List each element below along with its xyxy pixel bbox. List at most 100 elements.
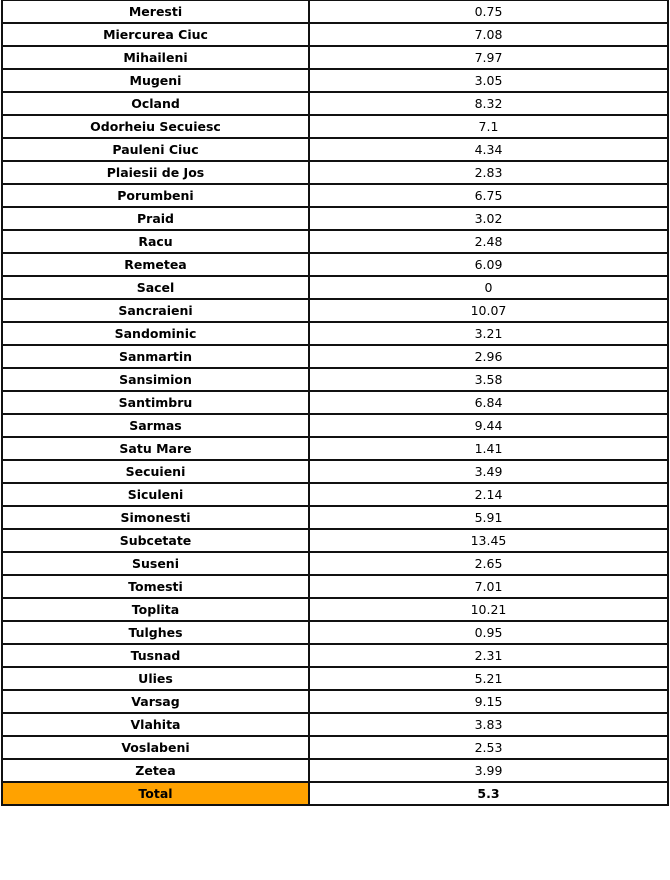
locality-name: Voslabeni — [1, 735, 310, 760]
locality-value: 13.45 — [308, 528, 669, 553]
locality-name: Racu — [1, 229, 310, 254]
locality-name: Tulghes — [1, 620, 310, 645]
locality-name: Sacel — [1, 275, 310, 300]
locality-value: 2.48 — [308, 229, 669, 254]
locality-value: 6.75 — [308, 183, 669, 208]
locality-value: 3.49 — [308, 459, 669, 484]
locality-name: Porumbeni — [1, 183, 310, 208]
locality-value: 7.1 — [308, 114, 669, 139]
locality-name: Suseni — [1, 551, 310, 576]
locality-name: Pauleni Ciuc — [1, 137, 310, 162]
locality-value: 8.32 — [308, 91, 669, 116]
table-row: Varsag 9.15 — [1, 689, 669, 714]
locality-name: Secuieni — [1, 459, 310, 484]
locality-name: Plaiesii de Jos — [1, 160, 310, 185]
locality-name: Sanmartin — [1, 344, 310, 369]
locality-value: 2.31 — [308, 643, 669, 668]
locality-name: Praid — [1, 206, 310, 231]
locality-name: Tomesti — [1, 574, 310, 599]
locality-name: Siculeni — [1, 482, 310, 507]
table-row: Racu 2.48 — [1, 229, 669, 254]
locality-name: Varsag — [1, 689, 310, 714]
total-label: Total — [1, 781, 310, 806]
table-row: Subcetate 13.45 — [1, 528, 669, 553]
locality-name: Simonesti — [1, 505, 310, 530]
locality-value: 10.21 — [308, 597, 669, 622]
locality-name: Zetea — [1, 758, 310, 783]
locality-name: Sandominic — [1, 321, 310, 346]
table-row: Sandominic 3.21 — [1, 321, 669, 346]
table-row: Ocland 8.32 — [1, 91, 669, 116]
locality-name: Subcetate — [1, 528, 310, 553]
locality-value: 2.96 — [308, 344, 669, 369]
locality-name: Odorheiu Secuiesc — [1, 114, 310, 139]
table-row: Meresti 0.75 — [1, 0, 669, 24]
locality-value: 3.99 — [308, 758, 669, 783]
table-row: Sacel 0 — [1, 275, 669, 300]
table-row: Pauleni Ciuc 4.34 — [1, 137, 669, 162]
locality-name: Tusnad — [1, 643, 310, 668]
locality-name: Ocland — [1, 91, 310, 116]
table-row: Toplita 10.21 — [1, 597, 669, 622]
locality-name: Sansimion — [1, 367, 310, 392]
locality-value: 9.15 — [308, 689, 669, 714]
table-row: Zetea 3.99 — [1, 758, 669, 783]
locality-name: Vlahita — [1, 712, 310, 737]
table-row: Plaiesii de Jos 2.83 — [1, 160, 669, 185]
data-table: Meresti 0.75 Miercurea Ciuc 7.08 Mihaileni 7.… — [1, 0, 669, 806]
table-row: Voslabeni 2.53 — [1, 735, 669, 760]
locality-value: 3.02 — [308, 206, 669, 231]
table-row: Odorheiu Secuiesc 7.1 — [1, 114, 669, 139]
locality-name: Meresti — [1, 0, 310, 24]
locality-value: 0.75 — [308, 0, 669, 24]
locality-value: 7.97 — [308, 45, 669, 70]
table-row: Ulies 5.21 — [1, 666, 669, 691]
locality-value: 3.83 — [308, 712, 669, 737]
locality-name: Sancraieni — [1, 298, 310, 323]
locality-value: 7.01 — [308, 574, 669, 599]
table-row: Tulghes 0.95 — [1, 620, 669, 645]
table-row: Remetea 6.09 — [1, 252, 669, 277]
locality-name: Satu Mare — [1, 436, 310, 461]
locality-value: 4.34 — [308, 137, 669, 162]
locality-value: 2.83 — [308, 160, 669, 185]
table-row: Satu Mare 1.41 — [1, 436, 669, 461]
table-row: Simonesti 5.91 — [1, 505, 669, 530]
total-row: Total 5.3 — [1, 781, 669, 806]
locality-name: Remetea — [1, 252, 310, 277]
table-row: Miercurea Ciuc 7.08 — [1, 22, 669, 47]
locality-value: 3.21 — [308, 321, 669, 346]
locality-value: 2.65 — [308, 551, 669, 576]
locality-value: 3.05 — [308, 68, 669, 93]
locality-value: 9.44 — [308, 413, 669, 438]
locality-value: 3.58 — [308, 367, 669, 392]
locality-value: 6.84 — [308, 390, 669, 415]
locality-value: 2.53 — [308, 735, 669, 760]
locality-value: 6.09 — [308, 252, 669, 277]
locality-value: 5.91 — [308, 505, 669, 530]
locality-value: 1.41 — [308, 436, 669, 461]
table-row: Sancraieni 10.07 — [1, 298, 669, 323]
table-row: Vlahita 3.83 — [1, 712, 669, 737]
locality-value: 7.08 — [308, 22, 669, 47]
locality-name: Miercurea Ciuc — [1, 22, 310, 47]
locality-value: 5.21 — [308, 666, 669, 691]
table-row: Mugeni 3.05 — [1, 68, 669, 93]
table-row: Mihaileni 7.97 — [1, 45, 669, 70]
table-row: Praid 3.02 — [1, 206, 669, 231]
table-row: Tusnad 2.31 — [1, 643, 669, 668]
table-row: Sanmartin 2.96 — [1, 344, 669, 369]
table-row: Sarmas 9.44 — [1, 413, 669, 438]
locality-value: 0 — [308, 275, 669, 300]
table-row: Santimbru 6.84 — [1, 390, 669, 415]
table-row: Sansimion 3.58 — [1, 367, 669, 392]
table-row: Porumbeni 6.75 — [1, 183, 669, 208]
total-value: 5.3 — [308, 781, 669, 806]
locality-value: 0.95 — [308, 620, 669, 645]
locality-value: 10.07 — [308, 298, 669, 323]
table-row: Suseni 2.65 — [1, 551, 669, 576]
table-row: Tomesti 7.01 — [1, 574, 669, 599]
locality-name: Toplita — [1, 597, 310, 622]
locality-name: Santimbru — [1, 390, 310, 415]
locality-name: Ulies — [1, 666, 310, 691]
